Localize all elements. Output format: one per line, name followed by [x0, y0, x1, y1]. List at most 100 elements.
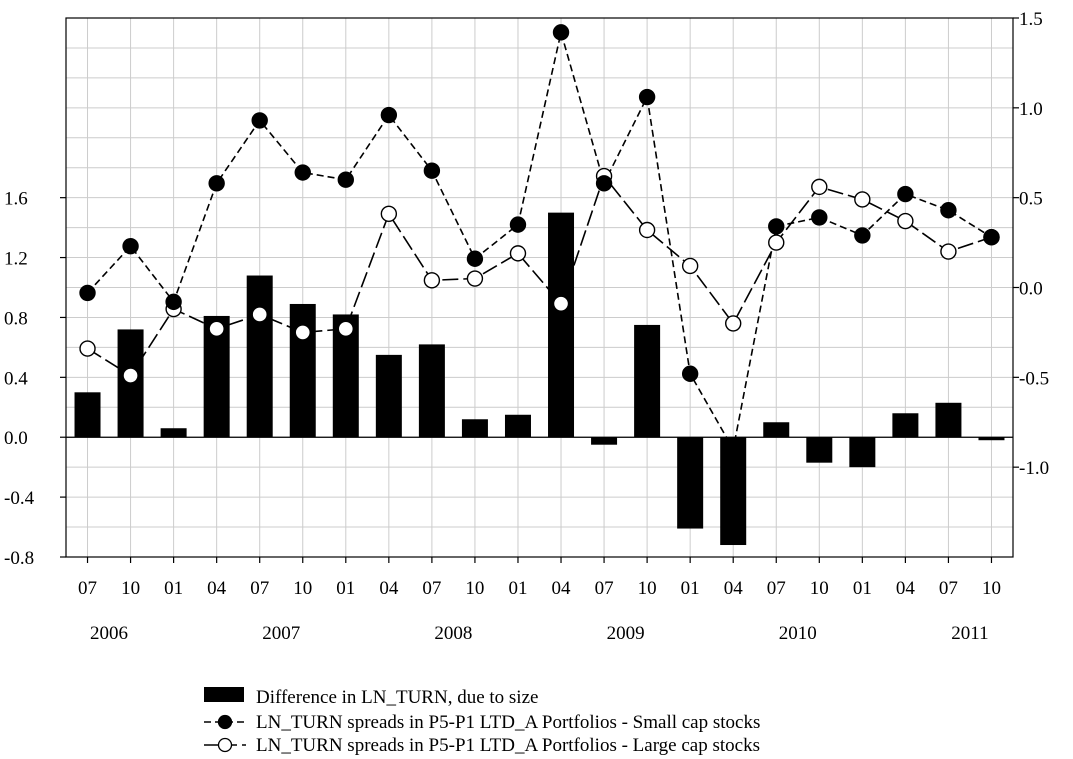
line-series — [79, 24, 1000, 458]
legend-marker-large-cap — [217, 737, 233, 753]
bar — [634, 324, 661, 438]
x-month-label: 10 — [982, 578, 1001, 599]
small-cap-point — [380, 106, 398, 124]
small-cap-point — [768, 218, 785, 235]
small-cap-point — [208, 175, 225, 192]
small-cap-point — [509, 216, 527, 233]
left-tick-label: 0.0 — [4, 428, 28, 449]
small-cap-point — [552, 24, 570, 41]
x-month-label: 10 — [810, 578, 829, 599]
x-month-label: 04 — [552, 578, 572, 599]
bar-series — [74, 212, 1005, 546]
x-year-label: 2007 — [262, 623, 300, 644]
small-cap-point — [165, 293, 182, 311]
x-month-label: 01 — [508, 578, 527, 599]
x-year-label: 2009 — [607, 623, 645, 644]
x-month-label: 01 — [853, 578, 872, 599]
large-cap-point — [251, 306, 268, 323]
x-axis: 07 10 01 04 07 10 01 04 07 10 01 04 07 10 01 04 07 10 01 04… — [78, 557, 1001, 644]
large-cap-point — [725, 315, 742, 332]
large-cap-point — [122, 367, 139, 384]
large-cap-point — [208, 320, 225, 338]
large-cap-point — [423, 272, 441, 289]
large-cap-point — [940, 243, 957, 260]
bar — [74, 392, 101, 438]
x-year-label: 2006 — [90, 623, 128, 644]
large-cap-point — [79, 340, 96, 357]
large-cap-point — [768, 234, 785, 251]
grid-lines — [66, 17, 1013, 558]
bar — [375, 354, 402, 438]
x-month-label: 10 — [638, 578, 657, 599]
x-month-label: 07 — [939, 578, 958, 599]
legend: Difference in LN_TURN, due to size LN_TUR… — [204, 687, 760, 756]
large-cap-point — [337, 320, 354, 338]
bar — [461, 419, 488, 438]
small-cap-point — [725, 441, 742, 458]
x-month-label: 04 — [724, 578, 744, 599]
large-cap-point — [466, 270, 484, 287]
small-cap-point — [897, 185, 914, 203]
left-tick-label: -0.8 — [4, 548, 34, 569]
x-month-label: 04 — [379, 578, 399, 599]
right-tick-label: -0.5 — [1019, 368, 1049, 389]
large-cap-line — [87, 174, 992, 377]
x-month-label: 01 — [681, 578, 700, 599]
small-cap-line — [86, 32, 992, 452]
x-month-label: 07 — [595, 578, 614, 599]
bar — [892, 413, 919, 438]
x-month-label: 01 — [336, 578, 355, 599]
small-cap-point — [466, 250, 484, 267]
right-tick-label: 0.0 — [1019, 279, 1043, 300]
right-tick-label: -1.0 — [1019, 458, 1049, 479]
bar — [849, 437, 876, 468]
large-cap-point — [294, 324, 311, 341]
small-cap-point — [983, 228, 1000, 246]
large-cap-point — [681, 257, 699, 275]
x-year-label: 2011 — [951, 623, 988, 644]
small-cap-point — [294, 164, 311, 181]
left-tick-label: 1.2 — [4, 249, 28, 270]
small-cap-point — [854, 227, 871, 244]
left-axis: -0.8 -0.4 0.0 0.4 0.8 1.2 1.6 — [4, 189, 66, 569]
left-tick-label: 0.8 — [4, 308, 28, 329]
right-tick-label: 1.0 — [1019, 99, 1043, 120]
x-year-label: 2010 — [779, 623, 817, 644]
large-cap-point — [897, 212, 914, 230]
left-tick-label: 1.6 — [4, 189, 28, 210]
legend-label-bar: Difference in LN_TURN, due to size — [256, 687, 538, 708]
x-month-label: 10 — [293, 578, 312, 599]
large-cap-point — [509, 245, 527, 262]
small-cap-point — [940, 202, 957, 219]
right-axis: -1.0 -0.5 0.0 0.5 1.0 1.5 — [1013, 9, 1049, 479]
left-tick-label: -0.4 — [4, 488, 35, 509]
small-cap-point — [681, 365, 699, 382]
large-cap-point — [380, 205, 398, 223]
x-month-label: 07 — [767, 578, 786, 599]
x-month-label: 10 — [465, 578, 484, 599]
bar — [806, 437, 833, 463]
large-cap-point — [854, 191, 871, 208]
bar — [246, 275, 273, 438]
legend-label-large-cap: LN_TURN spreads in P5-P1 LTD_A Portfolio… — [256, 735, 760, 756]
bar — [418, 344, 445, 438]
legend-swatch-bar — [204, 687, 244, 702]
right-tick-label: 0.5 — [1019, 189, 1043, 210]
x-month-label: 10 — [121, 578, 140, 599]
x-month-label: 01 — [164, 578, 183, 599]
bar — [677, 437, 704, 529]
legend-label-small-cap: LN_TURN spreads in P5-P1 LTD_A Portfolio… — [256, 712, 760, 733]
bar — [935, 402, 962, 438]
x-month-label: 07 — [78, 578, 97, 599]
bar — [763, 422, 790, 438]
left-tick-label: 0.4 — [4, 368, 28, 389]
bar — [504, 414, 531, 438]
x-month-label: 07 — [422, 578, 441, 599]
large-cap-point — [638, 221, 656, 239]
large-cap-point — [811, 178, 828, 196]
bar — [548, 212, 575, 438]
x-month-label: 07 — [250, 578, 269, 599]
x-year-label: 2008 — [434, 623, 472, 644]
large-cap-point — [552, 295, 570, 312]
